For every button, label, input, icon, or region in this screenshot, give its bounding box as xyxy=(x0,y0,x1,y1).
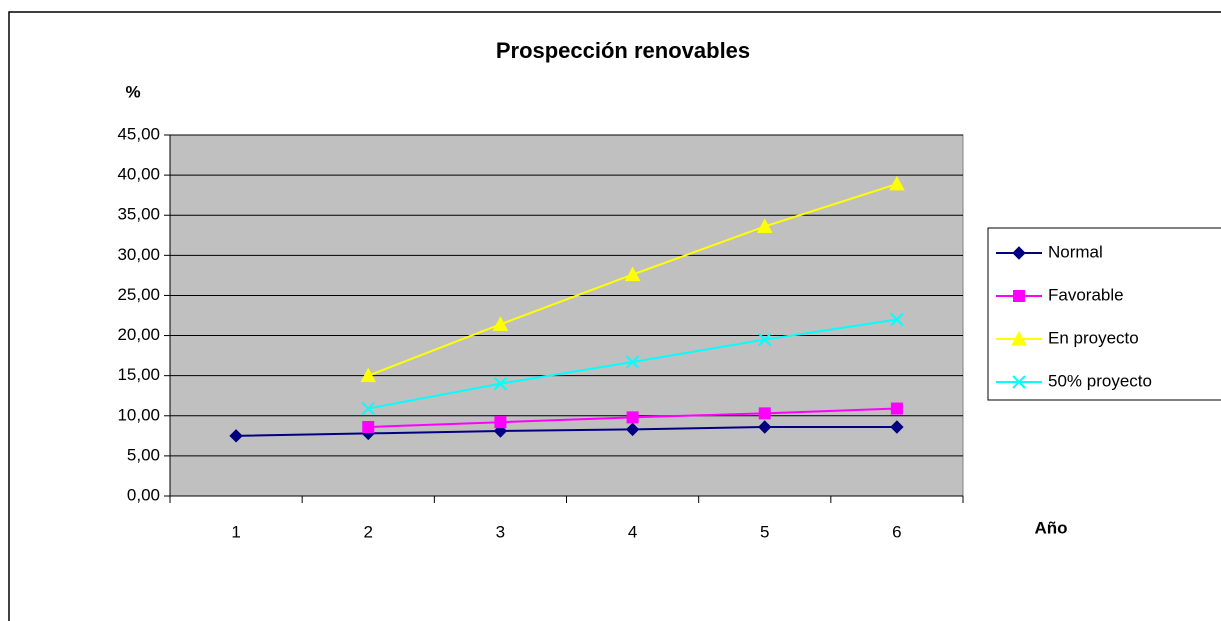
marker xyxy=(493,376,508,391)
marker xyxy=(361,401,375,416)
y-tick-label: 20,00 xyxy=(117,325,160,344)
marker xyxy=(625,355,640,369)
x-tick-label: 2 xyxy=(364,522,373,541)
y-tick-label: 30,00 xyxy=(117,245,160,264)
legend-label: En proyecto xyxy=(1048,328,1139,347)
y-tick-label: 35,00 xyxy=(117,205,160,224)
marker xyxy=(758,407,771,420)
marker xyxy=(890,402,903,415)
marker xyxy=(229,429,243,443)
y-axis-label: % xyxy=(125,82,140,101)
legend-label: Normal xyxy=(1048,242,1103,261)
y-tick-label: 0,00 xyxy=(127,485,160,504)
plot-area xyxy=(169,134,964,497)
marker xyxy=(889,175,905,191)
marker xyxy=(756,218,773,233)
marker xyxy=(1012,375,1026,389)
marker xyxy=(492,316,509,331)
y-tick-label: 25,00 xyxy=(117,285,160,304)
legend: Normal Favorable En proyecto 50% proyecto xyxy=(987,227,1221,401)
series-line xyxy=(236,426,897,437)
y-tick-label: 5,00 xyxy=(127,445,160,464)
legend-label: 50% proyecto xyxy=(1048,371,1152,390)
marker xyxy=(1011,330,1027,346)
marker xyxy=(1013,290,1025,302)
x-tick-label: 1 xyxy=(231,522,240,541)
marker xyxy=(494,416,507,429)
x-tick-label: 3 xyxy=(496,522,505,541)
marker xyxy=(890,420,904,434)
x-tick-label: 6 xyxy=(892,522,901,541)
legend-box xyxy=(987,227,1221,401)
chart-title: Prospección renovables xyxy=(496,38,750,63)
marker xyxy=(758,332,772,347)
y-tick-label: 10,00 xyxy=(117,405,160,424)
x-tick-label: 5 xyxy=(760,522,769,541)
marker xyxy=(625,422,640,437)
marker xyxy=(362,421,375,434)
marker xyxy=(890,312,904,327)
marker xyxy=(624,266,641,282)
marker xyxy=(1012,246,1026,260)
marker xyxy=(626,411,639,424)
legend-label: Favorable xyxy=(1048,285,1124,304)
marker xyxy=(360,367,377,383)
x-tick-label: 4 xyxy=(628,522,637,541)
y-tick-label: 45,00 xyxy=(117,124,160,143)
marker xyxy=(758,420,772,434)
y-tick-label: 40,00 xyxy=(117,165,160,184)
y-tick-label: 15,00 xyxy=(117,365,160,384)
x-axis-label: Año xyxy=(1034,518,1067,537)
